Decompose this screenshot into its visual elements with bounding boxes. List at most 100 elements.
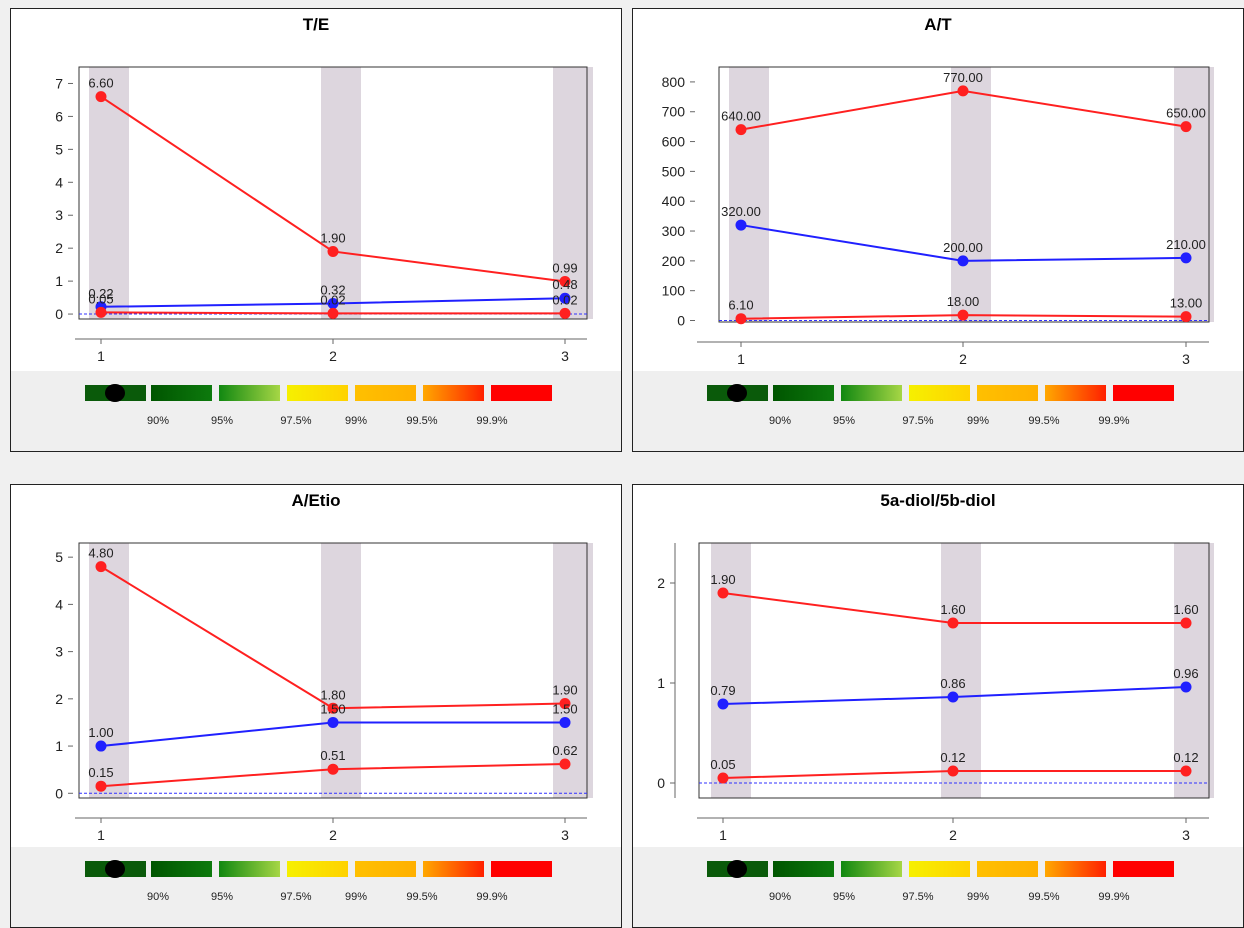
data-point: [735, 124, 747, 136]
y-tick-label: 0: [55, 785, 63, 801]
x-tick-label: 3: [561, 827, 569, 843]
plot-frame: [718, 66, 1210, 323]
data-point: [1180, 765, 1192, 777]
plot-frame: [78, 542, 588, 799]
legend-swatch: [773, 385, 834, 401]
legend-swatch: [1045, 385, 1106, 401]
legend-swatch: [841, 385, 902, 401]
chart-panel-diol: 5a-diol/5b-diol 0 1 2 1 2 3 1.90 1.60 1.60 0.79 0.…: [632, 484, 1244, 928]
data-point: [957, 255, 969, 267]
legend-swatch: [977, 385, 1038, 401]
x-tick-label: 1: [737, 351, 745, 367]
data-label: 0.22: [88, 286, 113, 301]
legend-label: 97.5%: [902, 891, 933, 903]
legend-swatch: [423, 861, 484, 877]
y-tick-label: 3: [55, 207, 63, 223]
legend-label: 99%: [967, 891, 989, 903]
data-label: 200.00: [943, 240, 983, 255]
chart-title: 5a-diol/5b-diol: [880, 491, 996, 510]
data-point: [947, 617, 959, 629]
band-column: [321, 543, 361, 798]
legend-swatch: [491, 385, 552, 401]
chart-title: A/Etio: [291, 491, 341, 510]
data-point: [1180, 617, 1192, 629]
y-tick-label: 4: [55, 174, 63, 190]
chart-svg: 0 1 2 1 2 3 1.90 1.60 1.60 0.79 0.86 0.96 0.05 0.12 0.…: [657, 542, 1214, 903]
data-point: [559, 275, 571, 287]
data-point: [735, 219, 747, 231]
chart-svg: 0 100 200 300 400 500 600 700 800 1 2 3 640.00 770.00…: [662, 66, 1214, 427]
data-point: [1180, 252, 1192, 264]
y-tick-label: 5: [55, 549, 63, 565]
x-tick-label: 1: [97, 348, 105, 364]
data-point: [559, 716, 571, 728]
data-label: 1.60: [940, 602, 965, 617]
legend-swatch: [909, 385, 970, 401]
data-label: 1.50: [552, 701, 577, 716]
legend-label: 99.5%: [1028, 415, 1059, 427]
legend-swatch: [219, 861, 280, 877]
y-tick-label: 800: [662, 74, 686, 90]
black-dot-icon: [727, 860, 747, 878]
chart-svg: 0 1 2 3 4 5 6 7 1 2 3 6.60 1.90 0.99 0.22 0.32 0.48 0.05 0…: [55, 66, 593, 427]
chart-title: T/E: [302, 15, 330, 34]
y-tick-label: 200: [662, 253, 686, 269]
data-point: [95, 561, 107, 573]
legend-label: 99.9%: [476, 415, 507, 427]
data-label: 1.90: [710, 572, 735, 587]
x-tick-label: 3: [1182, 351, 1190, 367]
y-tick-label: 1: [657, 675, 665, 691]
data-label: 640.00: [721, 109, 761, 124]
plot-frame: [78, 66, 588, 320]
x-tick-label: 1: [97, 827, 105, 843]
data-label: 0.48: [552, 277, 577, 292]
band-column: [941, 543, 981, 798]
legend-label: 99.5%: [1028, 891, 1059, 903]
data-point: [1180, 311, 1192, 323]
legend-label: 99.5%: [406, 891, 437, 903]
data-point: [327, 716, 339, 728]
data-label: 0.15: [88, 765, 113, 780]
data-point: [327, 298, 339, 310]
y-tick-label: 1: [55, 738, 63, 754]
chart-panel-te: T/E 0 1 2 3 4 5 6 7 1 2 3 6.60 1.90 0.99 0.22 0.32 0.48 0…: [10, 8, 622, 452]
y-tick-label: 0: [55, 306, 63, 322]
data-label: 1.60: [1173, 602, 1198, 617]
plot-frame: [698, 542, 1210, 799]
chart-panel-at: A/T 0 100 200 300 400 500 600 700 800 1 2 3 640.00 77…: [632, 8, 1244, 452]
data-label: 1.00: [88, 725, 113, 740]
data-point: [947, 765, 959, 777]
legend-label: 99.9%: [476, 891, 507, 903]
y-tick-label: 700: [662, 104, 686, 120]
black-dot-icon: [105, 860, 125, 878]
x-tick-label: 3: [1182, 827, 1190, 843]
legend-label: 97.5%: [280, 891, 311, 903]
legend-label: 95%: [833, 891, 855, 903]
x-tick-label: 2: [329, 827, 337, 843]
y-tick-label: 2: [55, 691, 63, 707]
band-column: [1174, 67, 1214, 322]
data-point: [735, 313, 747, 325]
legend-swatch: [977, 861, 1038, 877]
y-tick-label: 4: [55, 596, 63, 612]
data-point: [717, 587, 729, 599]
x-tick-label: 2: [959, 351, 967, 367]
legend-label: 99.9%: [1098, 891, 1129, 903]
data-point: [1180, 121, 1192, 133]
x-tick-label: 1: [719, 827, 727, 843]
legend-swatch: [773, 861, 834, 877]
legend-swatch: [1113, 385, 1174, 401]
data-label: 4.80: [88, 546, 113, 561]
data-label: 0.12: [940, 750, 965, 765]
data-label: 0.96: [1173, 666, 1198, 681]
data-point: [957, 309, 969, 321]
legend-label: 90%: [769, 415, 791, 427]
data-label: 18.00: [947, 294, 980, 309]
data-label: 320.00: [721, 204, 761, 219]
legend-swatch: [491, 861, 552, 877]
y-tick-label: 400: [662, 193, 686, 209]
legend-swatch: [219, 385, 280, 401]
band-column: [553, 543, 593, 798]
band-column: [951, 67, 991, 322]
legend-label: 95%: [211, 415, 233, 427]
